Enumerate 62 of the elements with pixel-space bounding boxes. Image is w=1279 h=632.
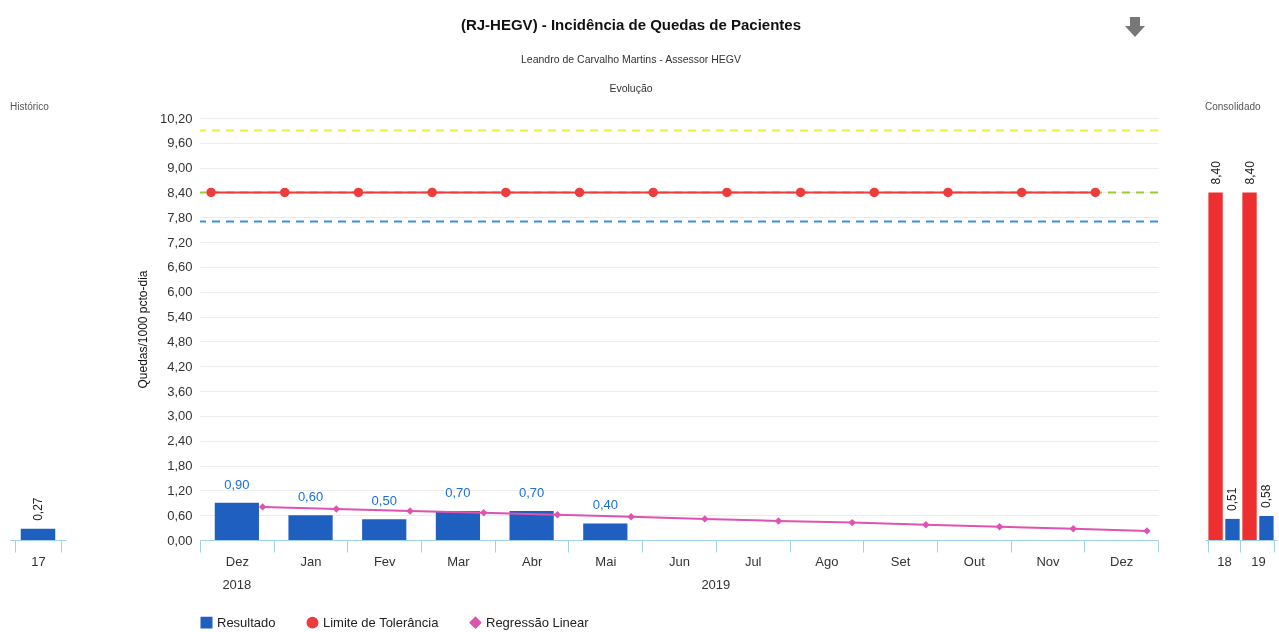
x-tick-label: Dez bbox=[1110, 553, 1134, 569]
legend-label: Regressão Linear bbox=[486, 614, 590, 630]
y-tick-label: 9,00 bbox=[167, 160, 193, 176]
x-tick-label: Mar bbox=[447, 553, 471, 569]
x-tick-label: 18 bbox=[1217, 553, 1232, 569]
chart-subtitle: Leandro de Carvalho Martins - Assessor HEGV bbox=[520, 52, 742, 65]
x-tick-label: Set bbox=[890, 553, 911, 569]
bar bbox=[288, 515, 333, 540]
bar bbox=[435, 511, 481, 540]
bar bbox=[362, 519, 407, 540]
x-tick-label: Jun bbox=[669, 553, 690, 569]
y-axis-title: Quedas/1000 pcto-dia bbox=[135, 270, 150, 389]
x-tick-label: Jul bbox=[744, 553, 762, 569]
x-tick-label: Fev bbox=[373, 553, 397, 569]
x-tick-label: 19 bbox=[1251, 553, 1266, 569]
data-label: 0,70 bbox=[518, 485, 545, 501]
x-tick-label: Out bbox=[963, 553, 986, 569]
chart-title: Histórico bbox=[10, 101, 50, 112]
x-tick-label: Ago bbox=[815, 553, 839, 569]
data-label: 8,40 bbox=[1242, 160, 1257, 185]
x-tick-label: Abr bbox=[522, 553, 543, 569]
data-label: 0,50 bbox=[371, 493, 397, 509]
x-tick-label: Dez bbox=[225, 553, 249, 569]
y-tick-label: 6,60 bbox=[167, 259, 193, 275]
y-tick-label: 9,60 bbox=[167, 135, 193, 151]
chart-title: (RJ-HEGV) - Incidência de Quedas de Pacientes bbox=[460, 15, 802, 33]
legend-label: Limite de Tolerância bbox=[323, 614, 440, 630]
y-tick-label: 4,20 bbox=[167, 358, 193, 374]
y-tick-label: 3,00 bbox=[167, 408, 193, 424]
x-tick-label: 17 bbox=[31, 553, 46, 569]
y-tick-label: 3,60 bbox=[167, 383, 193, 399]
text: 2019 bbox=[701, 577, 731, 592]
bar bbox=[509, 511, 554, 540]
data-label: 0,70 bbox=[445, 485, 471, 501]
data-label: 0,60 bbox=[297, 489, 324, 505]
text: Evolução bbox=[609, 81, 653, 94]
data-label: 0,40 bbox=[592, 497, 618, 513]
bar bbox=[214, 502, 259, 540]
text: 2018 bbox=[222, 577, 252, 592]
y-tick-label: 7,80 bbox=[167, 209, 193, 225]
y-tick-label: 1,20 bbox=[167, 482, 193, 498]
y-tick-label: 2,40 bbox=[167, 433, 193, 449]
chart-title: Consolidado bbox=[1205, 101, 1262, 112]
y-tick-label: 10,20 bbox=[159, 110, 193, 126]
data-label: 8,40 bbox=[1208, 160, 1223, 185]
data-label: 0,90 bbox=[224, 476, 250, 492]
bar bbox=[583, 523, 628, 540]
data-label: 0,58 bbox=[1259, 484, 1274, 508]
legend-label: Resultado bbox=[217, 614, 276, 630]
data-label: 0,27 bbox=[31, 497, 45, 521]
y-tick-label: 0,00 bbox=[167, 532, 193, 548]
data-label: 0,51 bbox=[1225, 487, 1240, 511]
x-tick-label: Mai bbox=[595, 553, 617, 569]
y-tick-label: 0,60 bbox=[167, 507, 193, 523]
y-tick-label: 6,00 bbox=[167, 284, 193, 300]
y-tick-label: 7,20 bbox=[167, 234, 193, 250]
y-tick-label: 5,40 bbox=[167, 309, 193, 325]
x-tick-label: Jan bbox=[300, 553, 322, 569]
y-tick-label: 4,80 bbox=[167, 333, 193, 349]
y-tick-label: 1,80 bbox=[167, 458, 193, 474]
x-tick-label: Nov bbox=[1036, 553, 1061, 569]
y-tick-label: 8,40 bbox=[167, 184, 193, 200]
